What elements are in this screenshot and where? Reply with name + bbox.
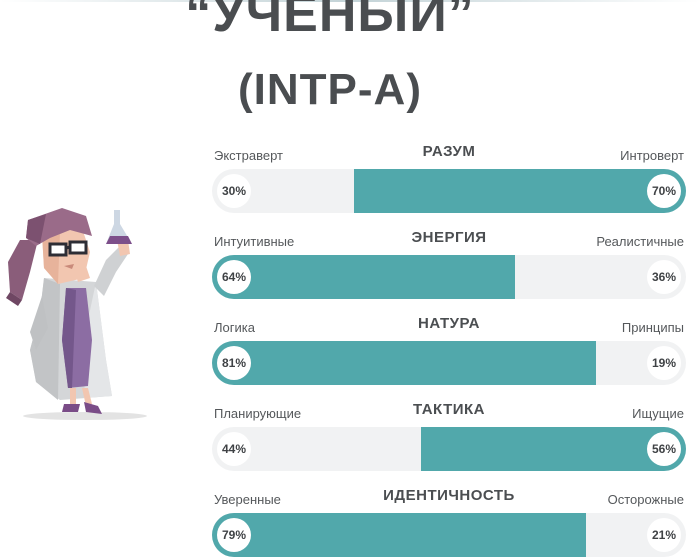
scale-bar: 64% 36%	[212, 255, 686, 299]
right-trait-label: Осторожные	[607, 492, 684, 507]
bar-fill	[212, 513, 587, 557]
bar-fill	[212, 255, 516, 299]
bar-fill	[212, 341, 596, 385]
scale-bar: 79% 21%	[212, 513, 686, 557]
scale-bar: 30% 70%	[212, 169, 686, 213]
scale-nature: НАТУРА Логика Принципы 81% 19%	[212, 315, 686, 395]
scale-tactics: ТАКТИКА Планирующие Ищущие 44% 56%	[212, 401, 686, 481]
left-percentage: 79%	[217, 518, 251, 552]
scale-title: ТАКТИКА	[412, 401, 485, 418]
right-percentage: 36%	[647, 260, 681, 294]
right-percentage: 70%	[647, 174, 681, 208]
scale-title: НАТУРА	[418, 315, 480, 332]
right-trait-label: Принципы	[621, 320, 684, 335]
left-trait-label: Уверенные	[214, 492, 281, 507]
right-percentage: 21%	[647, 518, 681, 552]
left-trait-label: Экстраверт	[214, 148, 283, 163]
scale-identity: ИДЕНТИЧНОСТЬ Уверенные Осторожные 79% 21…	[212, 487, 686, 560]
left-trait-label: Планирующие	[214, 406, 302, 421]
type-code: (INTP-A)	[238, 65, 422, 114]
scale-mind: РАЗУМ Экстраверт Интроверт 30% 70%	[212, 143, 686, 223]
scientist-character-illustration	[6, 208, 147, 420]
left-percentage: 44%	[217, 432, 251, 466]
scale-title: ИДЕНТИЧНОСТЬ	[383, 487, 515, 504]
scale-bar: 81% 19%	[212, 341, 686, 385]
right-trait-label: Ищущие	[632, 406, 684, 421]
scale-bar: 44% 56%	[212, 427, 686, 471]
right-percentage: 19%	[647, 346, 681, 380]
top-divider	[0, 0, 700, 2]
right-trait-label: Реалистичные	[596, 234, 684, 249]
left-percentage: 30%	[217, 174, 251, 208]
left-trait-label: Логика	[214, 320, 255, 335]
bar-fill	[354, 169, 686, 213]
type-title: “УЧЕНЫЙ”	[185, 0, 475, 43]
right-trait-label: Интроверт	[620, 148, 684, 163]
right-percentage: 56%	[647, 432, 681, 466]
scale-title: ЭНЕРГИЯ	[411, 229, 487, 246]
scale-energy: ЭНЕРГИЯ Интуитивные Реалистичные 64% 36%	[212, 229, 686, 309]
left-trait-label: Интуитивные	[214, 234, 295, 249]
left-percentage: 64%	[217, 260, 251, 294]
scale-title: РАЗУМ	[422, 143, 476, 160]
bar-fill	[420, 427, 686, 471]
left-percentage: 81%	[217, 346, 251, 380]
